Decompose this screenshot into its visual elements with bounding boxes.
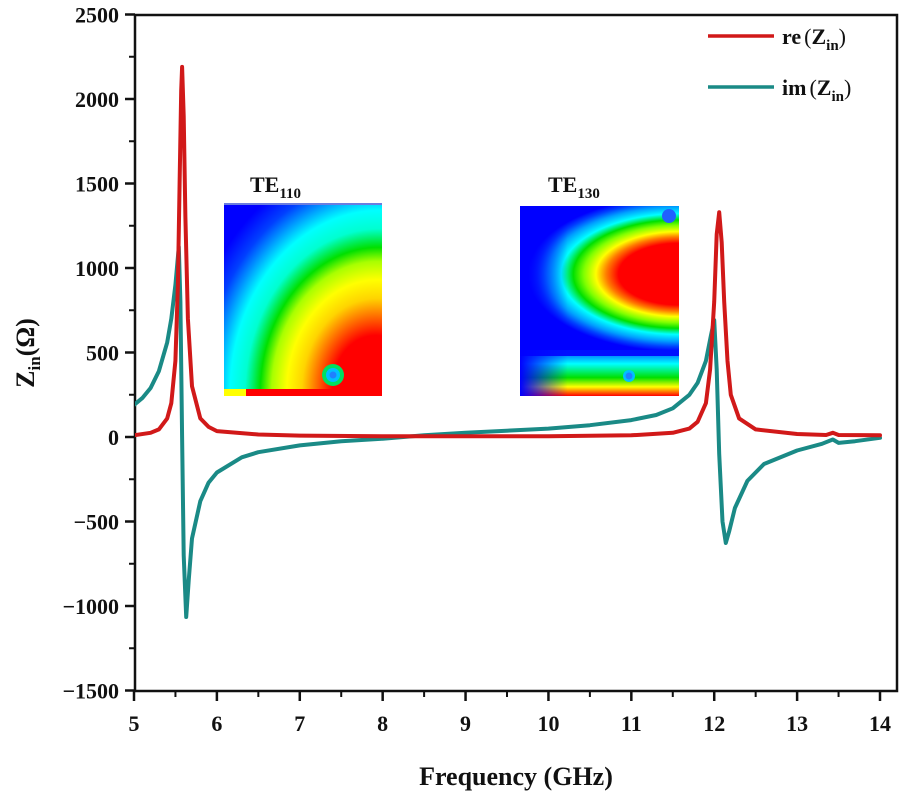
field-map-te130	[520, 206, 679, 396]
inset-te130-title: TE130	[548, 172, 600, 202]
series-line-im	[135, 244, 882, 619]
field-map-te110	[224, 203, 382, 396]
x-tick-label: 5	[129, 711, 140, 736]
y-tick-label: −1000	[62, 594, 119, 619]
x-tick-label: 9	[460, 711, 471, 736]
y-axis-ticks: −1500 −1000 −500 0 500 1000 1500 2000 2500	[62, 3, 135, 704]
legend: re (Zin) im (Zin)	[708, 24, 851, 105]
x-axis-ticks: 5 6 7 8 9 10 11 12 13 14	[129, 691, 891, 736]
x-axis-title: Frequency (GHz)	[419, 762, 613, 791]
legend-label-im: im (Zin)	[782, 75, 851, 105]
y-tick-label: 2500	[75, 3, 119, 28]
inset-te130: TE130	[520, 172, 679, 396]
y-tick-label: 1500	[75, 172, 119, 197]
y-axis-title: Zin(Ω)	[11, 318, 44, 388]
y-tick-label: 500	[86, 341, 119, 366]
inset-te110-title: TE110	[250, 172, 301, 202]
series-layer	[135, 64, 882, 619]
x-tick-label: 12	[703, 711, 725, 736]
x-tick-label: 14	[869, 711, 891, 736]
x-tick-label: 13	[786, 711, 808, 736]
y-tick-label: −500	[73, 510, 119, 535]
series-line-re	[135, 64, 882, 439]
x-tick-label: 10	[537, 711, 559, 736]
x-tick-label: 8	[377, 711, 388, 736]
legend-label-re: re (Zin)	[782, 24, 846, 54]
y-tick-label: 0	[108, 425, 119, 450]
x-tick-label: 7	[294, 711, 305, 736]
y-tick-label: −1500	[62, 679, 119, 704]
x-tick-label: 11	[621, 711, 642, 736]
inset-te110: TE110	[224, 172, 382, 396]
y-tick-label: 2000	[75, 87, 119, 112]
y-tick-label: 1000	[75, 256, 119, 281]
x-tick-label: 6	[211, 711, 222, 736]
